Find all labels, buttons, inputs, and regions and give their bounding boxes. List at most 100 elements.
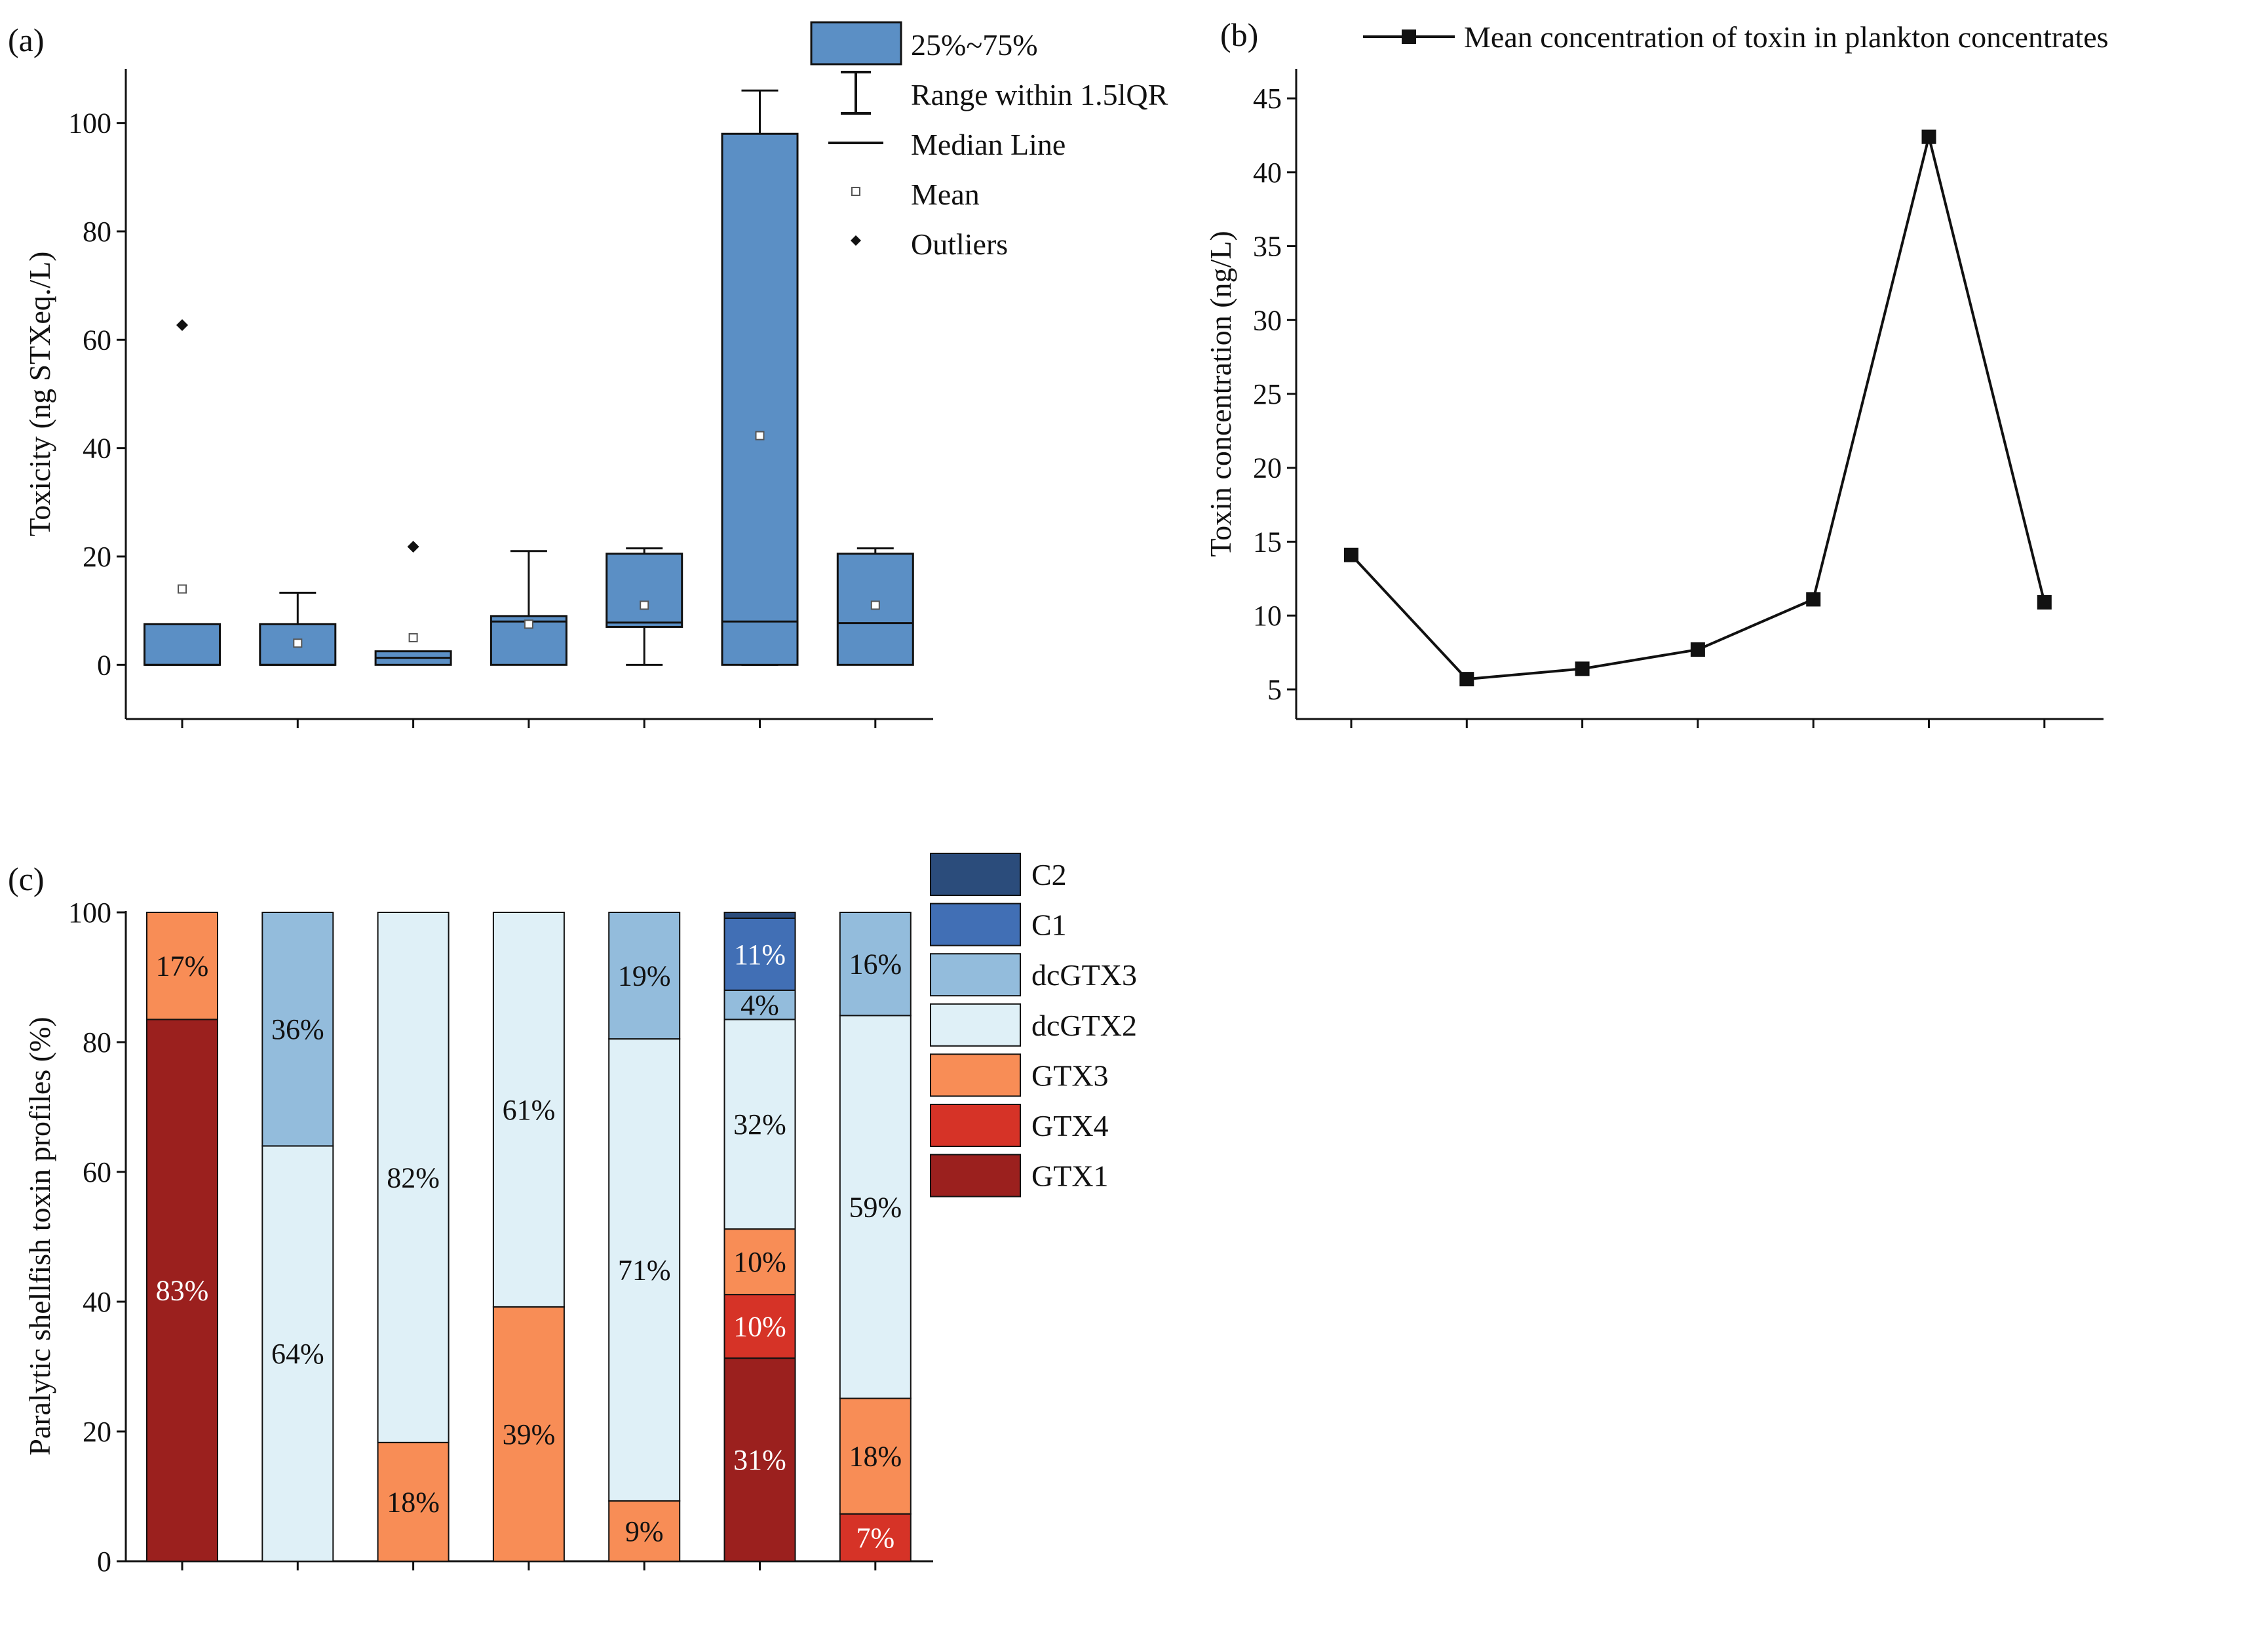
bar-jul: 39% 61%	[492, 912, 565, 1563]
legend-swatch-dcgtx2	[930, 1003, 1021, 1047]
segment-gtx3	[492, 1306, 565, 1563]
segment-c1	[723, 917, 796, 991]
segment-dcgtx2	[839, 1015, 912, 1399]
segment-dcgtx2	[261, 1145, 334, 1562]
mean-marker	[178, 584, 187, 594]
iqr-box	[721, 132, 799, 666]
segment-gtx3	[608, 1500, 681, 1562]
panel-b-y-tick-label: 35	[1253, 231, 1282, 263]
legend-swatch-gtx1	[930, 1154, 1021, 1197]
segment-label-gtx3: 39%	[503, 1418, 556, 1450]
box-sep	[721, 89, 799, 666]
legend-square-marker	[1402, 29, 1416, 44]
panel-c-y-tick-label: 20	[83, 1416, 111, 1448]
panel-c-label: (c)	[8, 861, 45, 897]
segment-label-dcgtx2: 61%	[503, 1094, 556, 1126]
legend-label-median: Median Line	[911, 128, 1066, 161]
legend-label-outliers: Outliers	[911, 227, 1008, 261]
panel-b-y-tick-label: 40	[1253, 157, 1282, 189]
bar-sep: 31% 10% 10% 32% 4% 11%	[723, 912, 796, 1562]
panel-b-axes: 5 10 15 20 25 30 35 40 45	[1253, 69, 2104, 728]
mean-marker	[640, 600, 649, 610]
segment-label-gtx1: 83%	[156, 1275, 209, 1307]
iqr-box	[605, 553, 683, 628]
legend-swatch-c2	[930, 853, 1021, 896]
segment-dcgtx3	[608, 912, 681, 1040]
segment-label-dcgtx2: 64%	[271, 1338, 324, 1370]
legend-outlier-marker	[851, 235, 861, 246]
segment-label-dcgtx2: 71%	[618, 1254, 671, 1286]
panel-a-y-tick-label: 60	[83, 324, 111, 356]
legend-mean-marker	[851, 187, 860, 196]
bar-oct: 7% 18% 59% 16%	[839, 912, 912, 1562]
legend-swatch-c1	[930, 903, 1021, 946]
bar-aug: 9% 71% 19%	[608, 912, 681, 1562]
segment-label-gtx3: 17%	[156, 950, 209, 982]
segment-label-dcgtx3: 16%	[849, 948, 902, 981]
box-may	[259, 591, 337, 666]
panel-b-y-tick-label: 30	[1253, 304, 1282, 336]
mean-marker	[408, 633, 418, 642]
bar-may: 64% 36%	[261, 912, 334, 1562]
panel-a-y-tick-label: 0	[97, 649, 111, 681]
legend-label-mean: Mean	[911, 178, 980, 211]
bar-jun: 18% 82%	[377, 912, 450, 1563]
legend-label-c1: C1	[1031, 908, 1067, 942]
outlier-marker	[407, 541, 419, 553]
segment-gtx4	[839, 1513, 912, 1562]
data-point-oct	[2037, 594, 2052, 610]
panel-c-stacked-bar: (c) Paralytic shellfish toxin profiles (…	[8, 853, 1137, 1578]
panel-b-y-tick-label: 20	[1253, 452, 1282, 484]
mean-marker	[755, 431, 765, 440]
legend-swatch-dcgtx3	[930, 953, 1021, 997]
segment-label-dcgtx3: 36%	[271, 1013, 324, 1045]
panel-b-y-tick-label: 15	[1253, 526, 1282, 558]
panel-a-axes: 0 20 40 60 80 100	[68, 69, 933, 728]
panel-c-y-axis-title: Paralytic shellfish toxin profiles (%)	[23, 1017, 56, 1455]
panel-c-y-tick-label: 40	[83, 1286, 111, 1318]
box-aug	[605, 547, 683, 666]
segment-dcgtx3	[839, 912, 912, 1017]
legend-label-dcgtx2: dcGTX2	[1031, 1009, 1137, 1042]
iqr-box	[144, 623, 221, 666]
segment-label-gtx4: 10%	[733, 1311, 786, 1343]
segment-gtx3	[377, 1441, 450, 1563]
segment-label-dcgtx3: 4%	[740, 989, 779, 1021]
legend-swatch-gtx4	[930, 1104, 1021, 1147]
panel-a-boxplot: (a) Toxicity (ng STXeq./L) 020406080100 …	[8, 21, 1168, 728]
segment-label-gtx3: 18%	[849, 1441, 902, 1473]
segment-label-gtx1: 31%	[733, 1444, 786, 1476]
data-point-may	[1459, 672, 1474, 687]
legend-label-gtx1: GTX1	[1031, 1159, 1109, 1193]
segment-dcgtx2	[492, 912, 565, 1308]
legend-swatch-iqr-box	[810, 21, 902, 66]
panel-c-marks: 83% 17% 64% 36% 18% 82% 39% 61% 9% 71% 19% 31% 10% 10…	[146, 912, 912, 1563]
panel-b-y-axis-title: Toxin concentration (ng/L)	[1204, 231, 1237, 557]
panel-b-y-tick-label: 10	[1253, 600, 1282, 632]
panel-a-legend: 25%~75% Range within 1.5lQR Median Line …	[810, 21, 1168, 261]
panel-b-legend: Mean concentration of toxin in plankton …	[1363, 20, 2109, 54]
outlier-marker	[176, 319, 188, 332]
legend-label-mean-concentration: Mean concentration of toxin in plankton …	[1464, 20, 2109, 54]
legend-label-range: Range within 1.5lQR	[911, 78, 1168, 111]
box-jun	[374, 541, 452, 666]
bar-apr: 83% 17%	[146, 912, 218, 1562]
panel-a-marks	[144, 89, 914, 666]
panel-b-marks	[1344, 129, 2052, 687]
segment-label-dcgtx2: 82%	[387, 1161, 440, 1194]
panel-b-y-tick-label: 5	[1267, 674, 1282, 706]
segment-label-dcgtx3: 19%	[618, 960, 671, 992]
panel-b-y-tick-label: 45	[1253, 83, 1282, 115]
panel-a-y-axis-title: Toxicity (ng STXeq./L)	[23, 252, 56, 537]
panel-c-y-tick-label: 0	[97, 1546, 111, 1578]
segment-label-dcgtx2: 32%	[733, 1108, 786, 1140]
segment-dcgtx2	[723, 1019, 796, 1230]
mean-marker	[293, 638, 303, 648]
panel-a-y-tick-label: 40	[83, 433, 111, 465]
segment-dcgtx2	[608, 1038, 681, 1502]
segment-gtx1	[723, 1357, 796, 1562]
box-oct	[836, 547, 914, 666]
segment-gtx4	[723, 1294, 796, 1359]
